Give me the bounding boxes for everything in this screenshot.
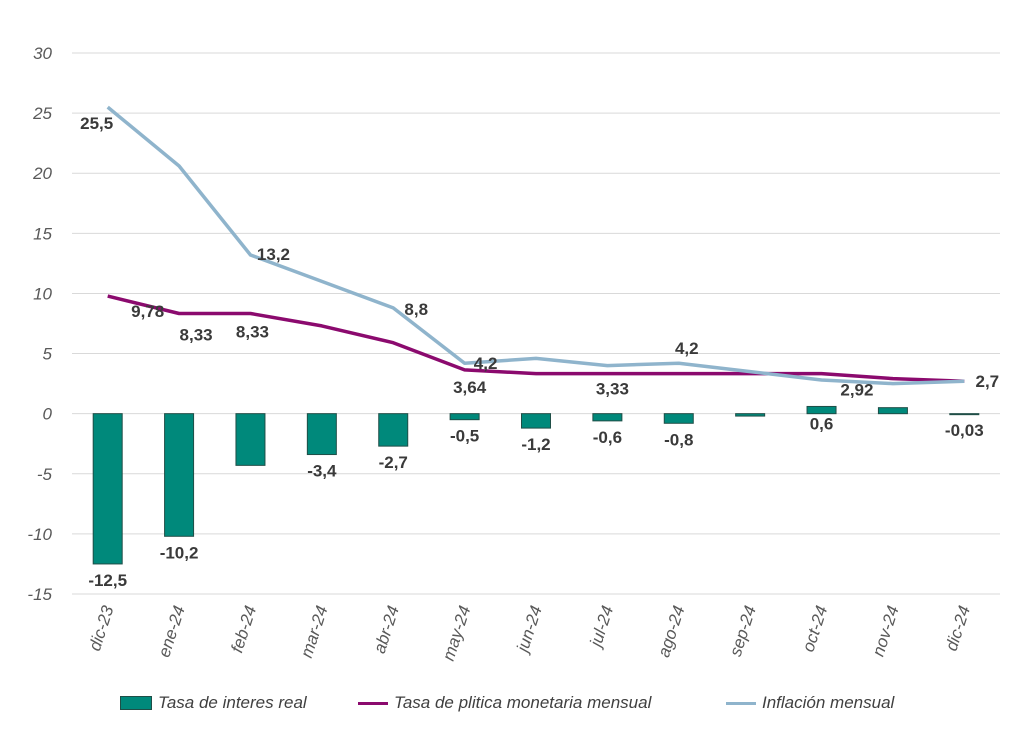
bar <box>449 413 480 421</box>
x-tick-label: oct-24 <box>799 603 832 654</box>
x-tick-label: nov-24 <box>869 603 903 658</box>
policy-data-label: 8,33 <box>180 326 213 345</box>
x-axis: dic-23 ene-24 feb-24 mar-24 abr-24 may-24 jun-… <box>85 603 974 663</box>
legend: Tasa de interes real Tasa de plitica mon… <box>0 688 1024 718</box>
bar-data-label: -0,8 <box>664 430 693 449</box>
legend-swatch-policy-line <box>358 701 388 705</box>
bar-series <box>92 405 980 565</box>
policy-data-label: 3,64 <box>453 378 487 397</box>
bar <box>521 413 551 429</box>
bar <box>663 413 694 424</box>
policy-rate-line <box>107 294 965 383</box>
bar <box>235 413 266 466</box>
legend-swatch-bar <box>120 696 152 710</box>
legend-item-policy-rate: Tasa de plitica monetaria mensual <box>358 688 651 718</box>
y-tick-label: -15 <box>27 585 52 604</box>
x-tick-label: dic-23 <box>85 603 118 653</box>
bar-data-label: -10,2 <box>160 543 199 562</box>
policy-data-label: 2,92 <box>840 381 873 400</box>
x-tick-label: abr-24 <box>370 603 403 655</box>
bar <box>306 413 337 456</box>
line-series <box>106 105 965 386</box>
x-tick-label: ago-24 <box>654 603 688 659</box>
bar-data-label: 0,6 <box>810 414 834 433</box>
bar <box>806 405 837 415</box>
x-tick-label: may-24 <box>439 603 475 663</box>
inflation-data-label: 8,8 <box>404 300 428 319</box>
legend-item-real-rate: Tasa de interes real <box>120 688 307 718</box>
legend-label-inflation: Inflación mensual <box>762 693 895 712</box>
y-tick-label: 0 <box>43 405 53 424</box>
bar-data-label: -12,5 <box>88 571 127 590</box>
y-tick-label: 20 <box>32 164 52 183</box>
y-tick-label: 5 <box>43 345 53 364</box>
y-axis: 30 25 20 15 10 5 0 -5 -10 -15 <box>27 44 52 604</box>
bar <box>877 407 908 415</box>
legend-label-real-rate: Tasa de interes real <box>158 693 307 712</box>
x-tick-label: jul-24 <box>586 603 618 650</box>
bar-data-label: -0,03 <box>945 421 984 440</box>
gridlines <box>72 52 1000 595</box>
bar <box>92 413 123 565</box>
bar-data-label: -0,5 <box>450 427 479 446</box>
legend-label-policy-rate: Tasa de plitica monetaria mensual <box>394 693 652 712</box>
bar <box>735 413 766 417</box>
bar-data-label: -1,2 <box>521 435 550 454</box>
bar-data-label: -2,7 <box>379 453 408 472</box>
x-tick-label: ene-24 <box>154 603 188 659</box>
y-tick-label: 25 <box>32 104 52 123</box>
bar-data-label: -3,4 <box>307 462 337 481</box>
y-tick-label: -5 <box>37 465 53 484</box>
policy-data-label: 3,33 <box>596 380 629 399</box>
data-labels: -12,5 -10,2 -3,4 -2,7 -0,5 -1,2 -0,6 -0,8 0,6 -0,… <box>80 114 999 590</box>
x-tick-label: jun-24 <box>513 603 546 656</box>
x-tick-label: feb-24 <box>227 603 260 655</box>
bar <box>592 413 623 422</box>
inflation-data-label: 2,7 <box>975 372 999 391</box>
inflation-data-label: 13,2 <box>257 245 290 264</box>
inflation-data-label: 25,5 <box>80 114 113 133</box>
inflation-data-label: 4,2 <box>675 339 699 358</box>
inflation-line <box>106 105 965 386</box>
bar-data-label: -0,6 <box>593 428 622 447</box>
x-tick-label: dic-24 <box>942 603 974 653</box>
legend-swatch-inflation-line <box>726 701 756 705</box>
y-tick-label: 10 <box>33 284 52 303</box>
bar <box>164 413 195 537</box>
bar <box>378 413 409 447</box>
policy-data-label: 9,78 <box>131 302 164 321</box>
y-tick-label: -10 <box>27 525 52 544</box>
inflation-data-label: 4,2 <box>474 354 498 373</box>
x-tick-label: mar-24 <box>297 603 332 660</box>
legend-item-inflation: Inflación mensual <box>726 688 894 718</box>
y-tick-label: 15 <box>33 224 52 243</box>
policy-data-label: 8,33 <box>236 323 269 342</box>
y-tick-label: 30 <box>33 44 52 63</box>
bar <box>949 413 980 416</box>
chart: 30 25 20 15 10 5 0 -5 -10 -15 dic-23 ene-24 feb-24 m… <box>27 44 1000 663</box>
x-tick-label: sep-24 <box>726 603 760 658</box>
